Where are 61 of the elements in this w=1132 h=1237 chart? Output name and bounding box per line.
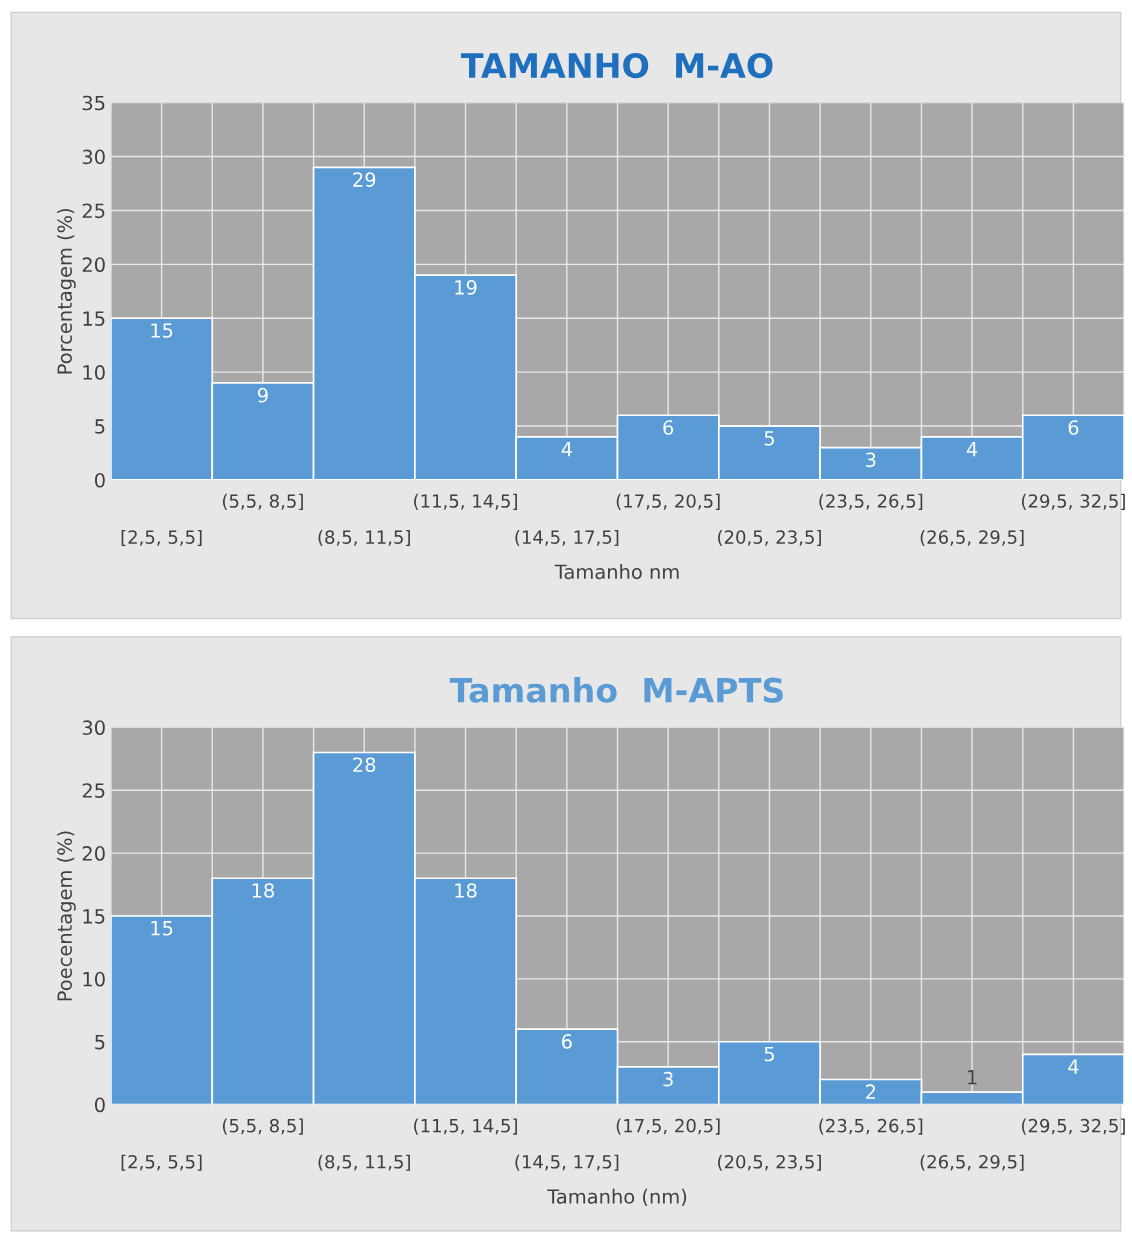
- y-tick-label: 5: [95, 1034, 105, 1050]
- x-tick-label: [2,5, 5,5]: [121, 1154, 202, 1171]
- y-tick-label: 30: [82, 149, 105, 165]
- x-tick-label: (20,5, 23,5]: [718, 1154, 821, 1171]
- data-label: 5: [764, 431, 774, 446]
- x-tick-label: (17,5, 20,5]: [616, 493, 720, 510]
- data-label: 2: [866, 1084, 876, 1099]
- y-tick-label: 15: [83, 909, 105, 924]
- x-tick-label: (23,5, 26,5]: [819, 493, 923, 510]
- x-tick-label: (17,5, 20,5]: [616, 1118, 720, 1135]
- x-axis-title: Tamanho (nm): [547, 1188, 687, 1207]
- y-tick-label: 20: [82, 846, 105, 861]
- data-label: 18: [455, 883, 477, 898]
- x-tick-label: (8,5, 11,5]: [318, 529, 410, 547]
- data-label: 9: [257, 387, 268, 403]
- y-tick-label: 25: [82, 203, 105, 219]
- x-axis-title: Tamanho nm: [554, 564, 679, 580]
- y-tick-label: 5: [95, 419, 105, 434]
- y-tick-label: 15: [83, 311, 105, 326]
- data-label: 1: [968, 1070, 977, 1085]
- x-tick-label: (26,5, 29,5]: [920, 1154, 1024, 1171]
- y-tick-label: 25: [82, 783, 105, 798]
- data-label: 4: [1068, 1059, 1079, 1074]
- y-tick-label: 35: [82, 95, 105, 111]
- data-label: 19: [455, 280, 477, 295]
- y-tick-label: 10: [83, 365, 105, 380]
- x-tick-label: (5,5, 8,5]: [222, 493, 303, 510]
- data-label: 28: [353, 757, 376, 773]
- x-tick-label: (23,5, 26,5]: [819, 1118, 923, 1135]
- data-label: 3: [663, 1071, 673, 1087]
- x-tick-label: (14,5, 17,5]: [515, 1154, 619, 1171]
- x-tick-label: (11,5, 14,5]: [414, 1118, 517, 1135]
- data-label: 5: [764, 1046, 774, 1062]
- y-tick-label: 30: [82, 720, 105, 736]
- x-tick-label: (29,5, 32,5]: [1021, 1118, 1125, 1135]
- data-label: 4: [966, 441, 978, 457]
- data-label: 4: [561, 441, 572, 457]
- chart-title: TAMANHO M-AO: [460, 52, 773, 79]
- x-tick-label: (11,5, 14,5]: [414, 493, 517, 510]
- data-label: 18: [252, 883, 274, 898]
- y-tick-label: 20: [82, 257, 105, 273]
- data-label: 15: [151, 323, 173, 338]
- data-label: 29: [353, 172, 376, 187]
- y-axis-title: Poecentagem (%): [56, 831, 76, 1001]
- x-tick-label: (14,5, 17,5]: [515, 529, 619, 547]
- x-tick-label: (26,5, 29,5]: [920, 529, 1024, 547]
- data-label: 3: [866, 452, 876, 468]
- y-tick-label: 0: [94, 1097, 105, 1113]
- y-tick-label: 10: [83, 971, 105, 987]
- data-label: 6: [1068, 420, 1079, 435]
- x-tick-label: [2,5, 5,5]: [121, 529, 202, 547]
- x-tick-label: (29,5, 32,5]: [1021, 493, 1125, 510]
- chart-title: Tamanho M-APTS: [449, 677, 783, 703]
- y-axis-title: Porcentagem (%): [56, 208, 76, 374]
- x-tick-label: (8,5, 11,5]: [318, 1154, 410, 1171]
- x-tick-label: (5,5, 8,5]: [222, 1118, 303, 1135]
- x-tick-label: (20,5, 23,5]: [718, 529, 821, 547]
- data-label: 6: [663, 420, 674, 435]
- data-label: 6: [562, 1034, 572, 1049]
- y-tick-label: 0: [94, 472, 105, 488]
- data-label: 15: [151, 921, 173, 936]
